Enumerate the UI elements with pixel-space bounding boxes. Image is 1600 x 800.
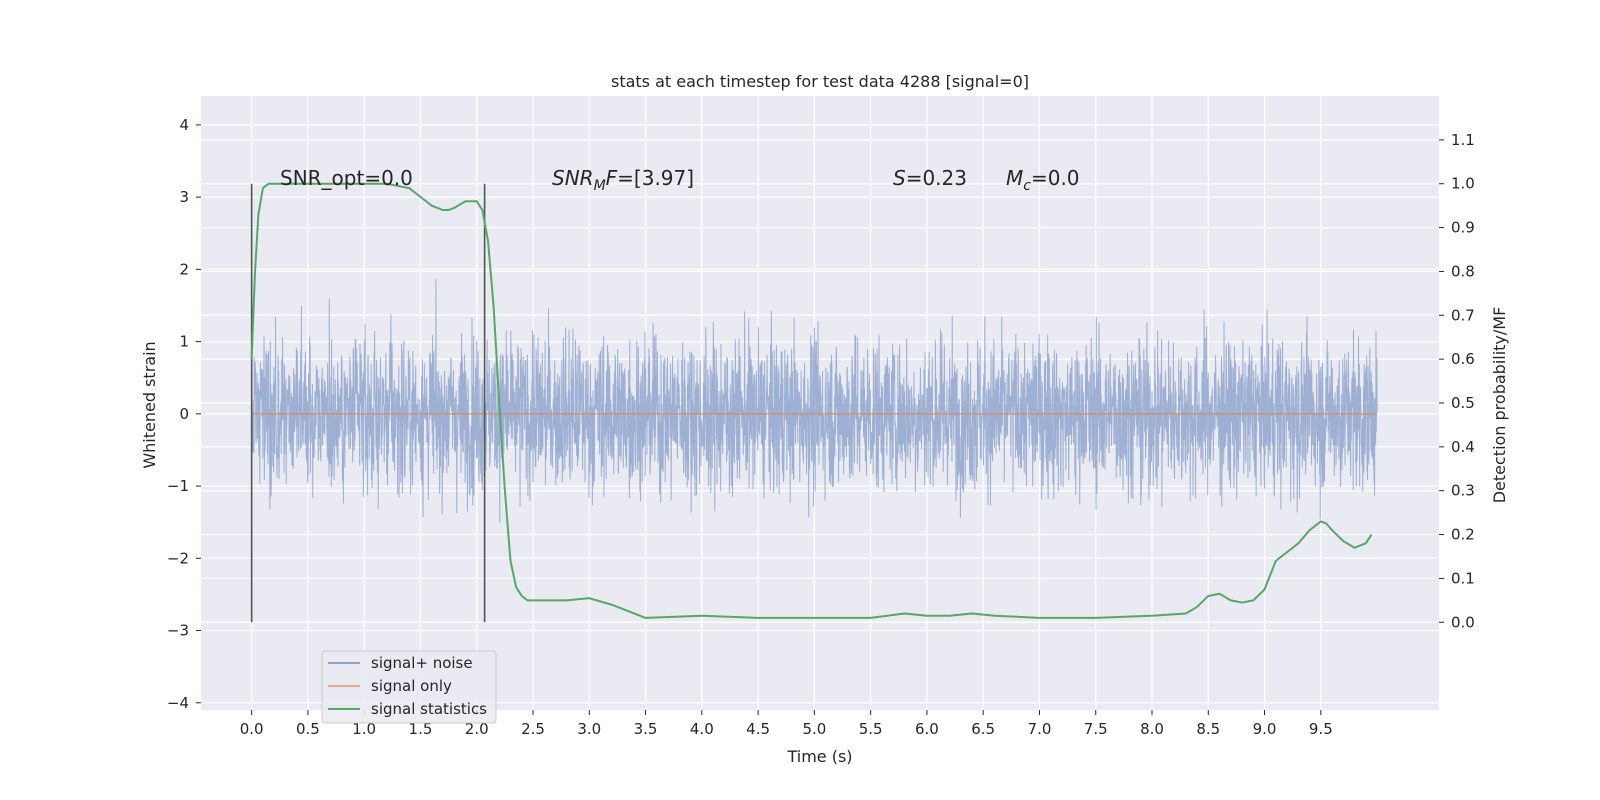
x-tick-label: 0.5 xyxy=(296,720,320,738)
y-left-tick-label: 2 xyxy=(179,260,189,278)
y-left-tick-label: 1 xyxy=(179,333,189,351)
y-right-tick-label: 0.5 xyxy=(1451,394,1475,412)
y-left-tick-label: 0 xyxy=(179,405,189,423)
x-tick-label: 6.5 xyxy=(971,720,995,738)
y-left-tick-label: 3 xyxy=(179,188,189,206)
annotation-snr-opt: SNR_opt=0.0 xyxy=(280,166,413,190)
x-tick-label: 8.0 xyxy=(1140,720,1164,738)
y-right-tick-label: 0.0 xyxy=(1451,613,1475,631)
y-left-tick-label: −2 xyxy=(167,549,189,567)
x-tick-label: 7.5 xyxy=(1084,720,1108,738)
annotation-mc-value: =0.0 xyxy=(1031,166,1080,190)
x-tick-label: 9.0 xyxy=(1253,720,1277,738)
x-tick-label: 7.0 xyxy=(1028,720,1052,738)
y-right-tick-label: 0.1 xyxy=(1451,569,1475,587)
annotation-snr-mf-value: [3.97] xyxy=(634,166,694,190)
y-right-tick-label: 0.2 xyxy=(1451,526,1475,544)
y-left-tick-label: −4 xyxy=(167,694,189,712)
annotation-mc-sub: c xyxy=(1023,178,1031,194)
x-tick-label: 4.0 xyxy=(690,720,714,738)
annotation-s-value: =0.23 xyxy=(906,166,967,190)
y-right-axis-ticks: 0.0 0.1 0.2 0.3 0.4 0.5 0.6 0.7 0.8 0.9 1.0 1.1 xyxy=(1439,131,1475,631)
y-right-tick-label: 0.8 xyxy=(1451,262,1475,280)
x-tick-label: 6.0 xyxy=(915,720,939,738)
x-tick-label: 1.5 xyxy=(409,720,433,738)
x-axis-label: Time (s) xyxy=(786,747,852,766)
annotation-mc-base: M xyxy=(1006,166,1023,190)
signal-statistics-line xyxy=(250,182,1373,619)
y-right-tick-label: 1.1 xyxy=(1451,131,1475,149)
y-right-axis-label: Detection probability/MF xyxy=(1490,307,1509,504)
x-tick-label: 3.0 xyxy=(577,720,601,738)
annotation-snr-mf-sub: M xyxy=(594,178,606,194)
y-right-tick-label: 0.3 xyxy=(1451,482,1475,500)
legend-box xyxy=(321,650,497,724)
signal-noise-line xyxy=(251,278,1378,523)
y-right-tick-label: 0.9 xyxy=(1451,219,1475,237)
x-tick-label: 2.0 xyxy=(465,720,489,738)
legend-entry-signal-statistics: signal statistics xyxy=(371,700,487,718)
y-right-tick-label: 1.0 xyxy=(1451,175,1475,193)
vertical-markers xyxy=(250,183,486,623)
y-right-tick-label: 0.7 xyxy=(1451,306,1475,324)
signal-statistics-series xyxy=(250,182,1373,619)
annotation-snr-opt-prefix: SNR_opt= xyxy=(280,166,381,190)
signal-noise-series xyxy=(251,278,1378,523)
x-tick-label: 0.0 xyxy=(240,720,264,738)
x-tick-label: 5.0 xyxy=(802,720,826,738)
x-tick-label: 1.0 xyxy=(352,720,376,738)
annotation-snr-mf-base: SNR xyxy=(552,166,594,190)
annotation-snr-opt-value: 0.0 xyxy=(381,166,413,190)
chart-title: stats at each timestep for test data 428… xyxy=(611,72,1029,91)
y-left-tick-label: 4 xyxy=(179,116,189,134)
legend-entry-signal-noise: signal+ noise xyxy=(371,654,473,672)
x-tick-label: 2.5 xyxy=(521,720,545,738)
annotation-s-base: S xyxy=(893,166,906,190)
legend-entry-signal-only: signal only xyxy=(371,677,452,695)
y-right-tick-label: 0.6 xyxy=(1451,350,1475,368)
x-tick-label: 5.5 xyxy=(859,720,883,738)
x-tick-label: 3.5 xyxy=(634,720,658,738)
y-left-tick-label: −3 xyxy=(167,622,189,640)
annotation-snr-mf-suffix: F= xyxy=(606,166,634,190)
annotation-mc: Mc=0.0 xyxy=(1006,166,1080,194)
annotation-s: S=0.23 xyxy=(893,166,967,190)
y-left-axis-ticks: −4 −3 −2 −1 0 1 2 3 4 xyxy=(167,116,201,712)
x-axis-ticks: 0.0 0.5 1.0 1.5 2.0 2.5 3.0 3.5 4.0 4.5 5.0 5.5 6.0 6… xyxy=(240,710,1333,738)
legend: signal+ noise signal only signal statist… xyxy=(321,650,497,724)
y-left-tick-label: −1 xyxy=(167,477,189,495)
y-left-axis-label: Whitened strain xyxy=(140,341,159,468)
x-tick-label: 4.5 xyxy=(746,720,770,738)
x-tick-label: 9.5 xyxy=(1309,720,1333,738)
y-right-tick-label: 0.4 xyxy=(1451,438,1475,456)
annotation-snr-mf: SNRMF=[3.97] xyxy=(552,166,694,194)
x-tick-label: 8.5 xyxy=(1196,720,1220,738)
